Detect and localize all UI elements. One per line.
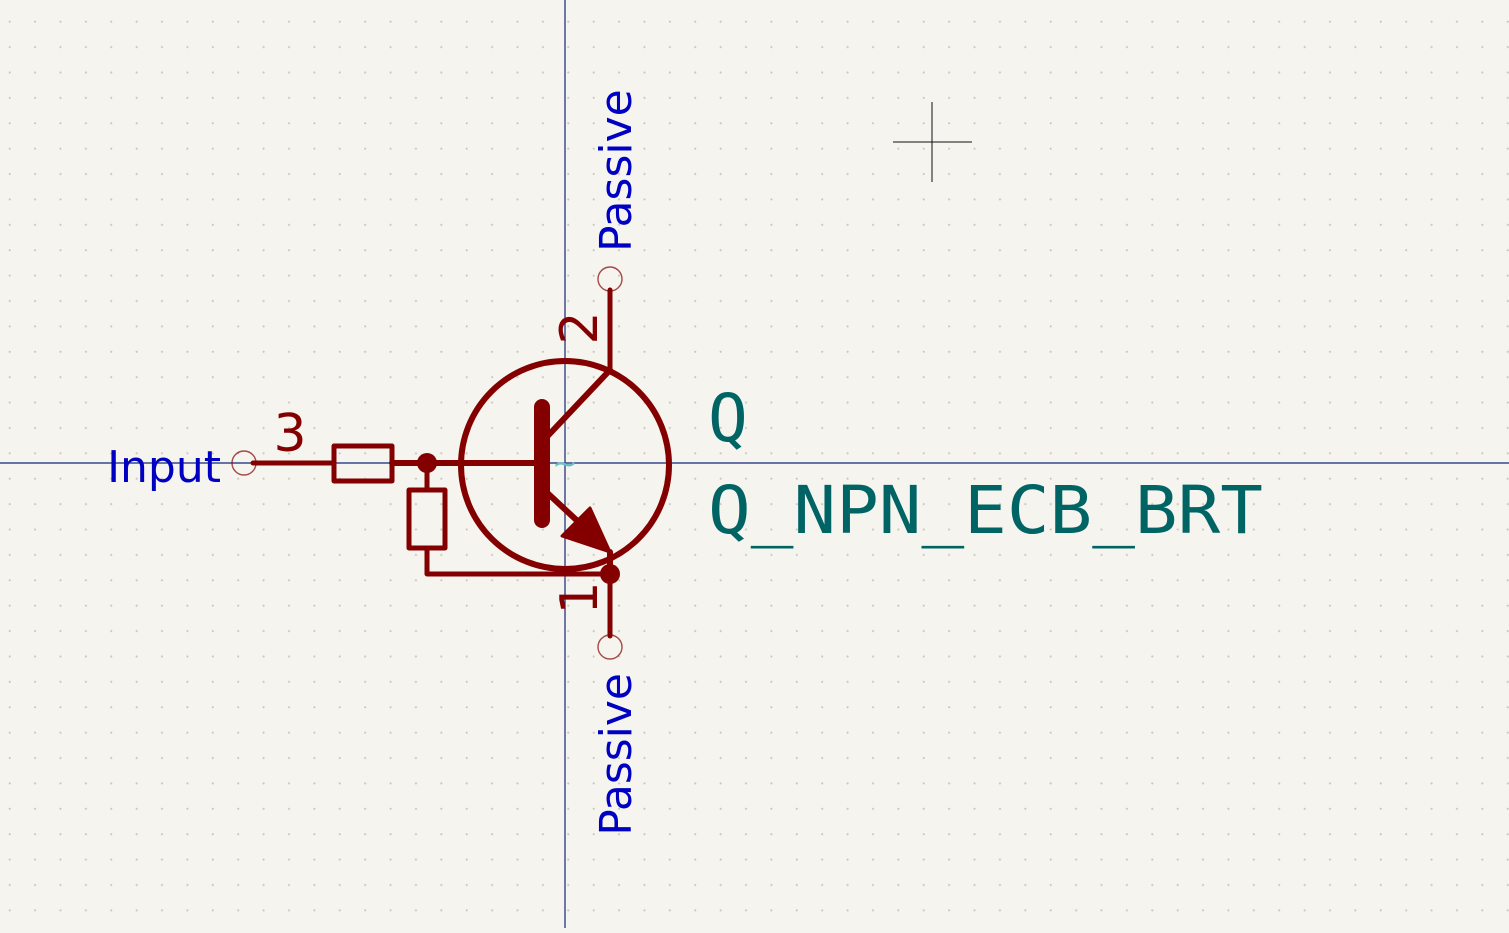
crosshair-cursor	[893, 102, 972, 182]
pin-2-number: 2	[550, 311, 610, 344]
bias-resistor	[406, 487, 448, 551]
base-junction-dot	[417, 453, 437, 473]
pin-1[interactable]: 1 Passive	[550, 571, 642, 836]
pin-1-type: Passive	[591, 673, 642, 836]
transistor-symbol[interactable]	[331, 358, 672, 584]
bias-resistor-bottom-wire	[424, 545, 613, 577]
pin-2-type: Passive	[591, 89, 642, 252]
emitter-arrow	[560, 506, 612, 554]
pin-3[interactable]: 3 Input	[107, 404, 337, 493]
reference-field[interactable]: Q	[708, 380, 748, 457]
value-field[interactable]: Q_NPN_ECB_BRT	[708, 472, 1263, 549]
pin-1-number: 1	[550, 581, 610, 614]
pin-1-connection-point[interactable]	[597, 634, 623, 660]
pin-3-type: Input	[107, 442, 221, 493]
pin-2-connection-point[interactable]	[597, 266, 623, 292]
pin-3-connection-point[interactable]	[231, 450, 257, 476]
collector-line	[539, 367, 613, 445]
pin-2[interactable]: 2 Passive	[550, 89, 642, 373]
unit-marker: ~	[552, 447, 577, 482]
pin-3-number: 3	[273, 404, 306, 464]
